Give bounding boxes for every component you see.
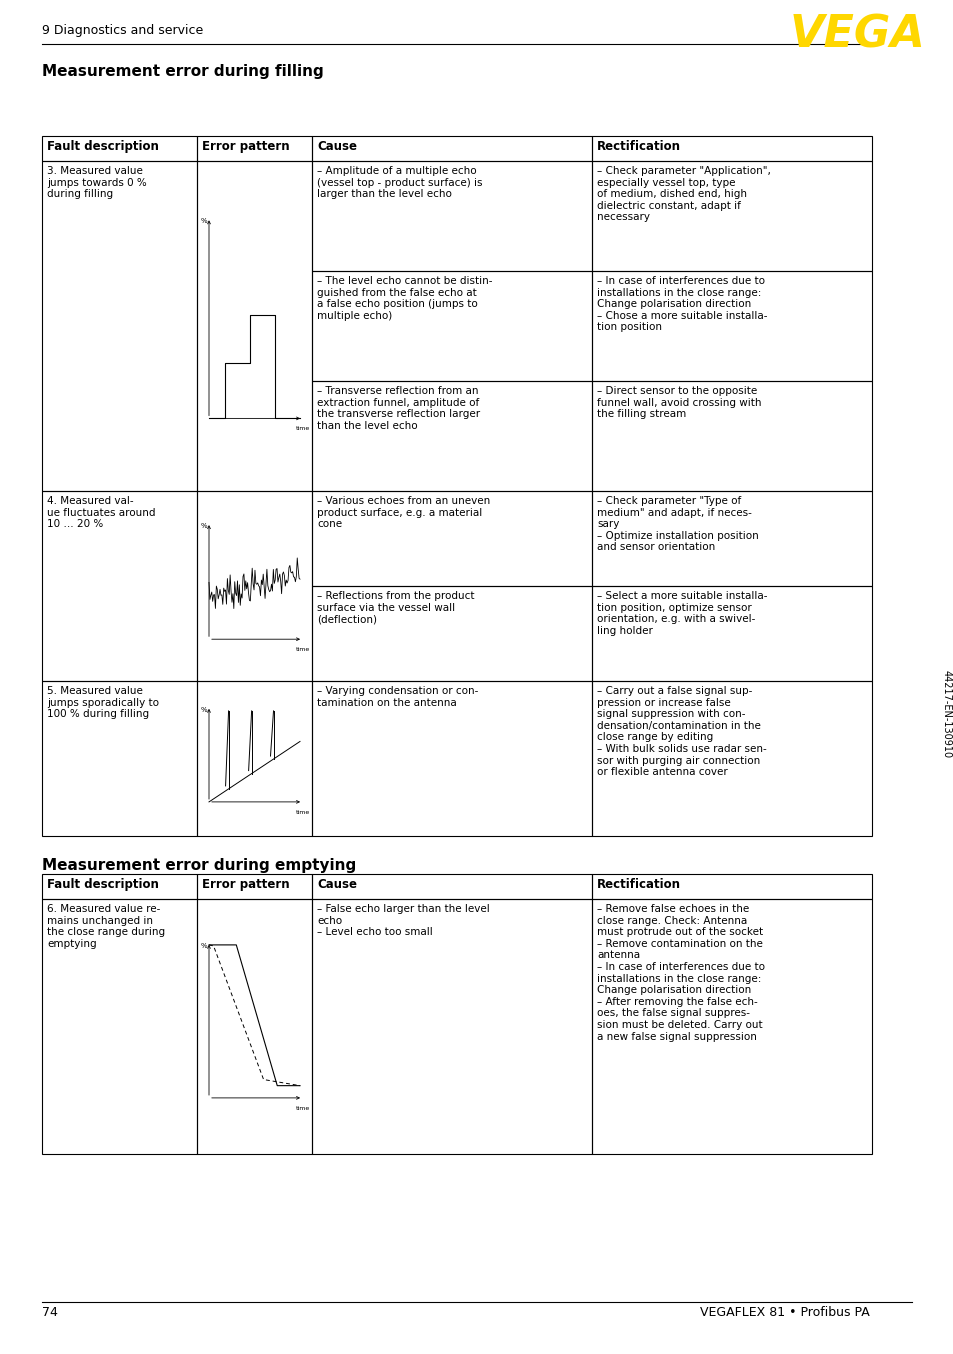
Text: – In case of interferences due to
installations in the close range:
Change polar: – In case of interferences due to instal… — [597, 276, 767, 332]
Bar — [42, 492, 196, 681]
Bar — [196, 161, 312, 492]
Bar — [42, 161, 196, 492]
Text: – Direct sensor to the opposite
funnel wall, avoid crossing with
the filling str: – Direct sensor to the opposite funnel w… — [597, 386, 760, 420]
Bar — [312, 271, 592, 380]
Bar — [42, 873, 196, 899]
Text: 9 Diagnostics and service: 9 Diagnostics and service — [42, 24, 203, 37]
Text: Error pattern: Error pattern — [202, 877, 290, 891]
Text: Cause: Cause — [316, 877, 356, 891]
Bar — [592, 271, 871, 380]
Bar — [592, 492, 871, 586]
Bar — [196, 492, 312, 681]
Text: Rectification: Rectification — [597, 139, 680, 153]
Text: 44217-EN-130910: 44217-EN-130910 — [941, 670, 951, 758]
Text: – Various echoes from an uneven
product surface, e.g. a material
cone: – Various echoes from an uneven product … — [316, 496, 490, 529]
Text: – The level echo cannot be distin-
guished from the false echo at
a false echo p: – The level echo cannot be distin- guish… — [316, 276, 492, 321]
Text: – Remove false echoes in the
close range. Check: Antenna
must protrude out of th: – Remove false echoes in the close range… — [597, 904, 764, 1041]
Text: %: % — [201, 218, 208, 225]
Text: time: time — [295, 1106, 310, 1110]
Text: – Check parameter "Application",
especially vessel top, type
of medium, dished e: – Check parameter "Application", especia… — [597, 167, 770, 222]
Bar — [592, 873, 871, 899]
Bar — [312, 586, 592, 681]
Text: 4. Measured val-
ue fluctuates around
10 … 20 %: 4. Measured val- ue fluctuates around 10… — [47, 496, 155, 529]
Text: %: % — [201, 942, 208, 949]
Bar — [592, 161, 871, 271]
Bar — [592, 681, 871, 835]
Text: – Carry out a false signal sup-
pression or increase false
signal suppression wi: – Carry out a false signal sup- pression… — [597, 686, 766, 777]
Bar — [592, 380, 871, 492]
Bar — [312, 161, 592, 271]
Bar — [196, 681, 312, 835]
Text: – Select a more suitable installa-
tion position, optimize sensor
orientation, e: – Select a more suitable installa- tion … — [597, 590, 767, 636]
Text: – Check parameter "Type of
medium" and adapt, if neces-
sary
– Optimize installa: – Check parameter "Type of medium" and a… — [597, 496, 758, 552]
Text: time: time — [295, 647, 310, 653]
Text: – Transverse reflection from an
extraction funnel, amplitude of
the transverse r: – Transverse reflection from an extracti… — [316, 386, 479, 431]
Text: 3. Measured value
jumps towards 0 %
during filling: 3. Measured value jumps towards 0 % duri… — [47, 167, 147, 199]
Text: time: time — [295, 810, 310, 815]
Text: 74: 74 — [42, 1307, 58, 1319]
Text: – Reflections from the product
surface via the vessel wall
(deflection): – Reflections from the product surface v… — [316, 590, 474, 624]
Text: VEGA: VEGA — [789, 14, 925, 57]
Text: %: % — [201, 523, 208, 529]
Text: Measurement error during filling: Measurement error during filling — [42, 64, 323, 79]
Text: %: % — [201, 707, 208, 714]
Text: – Varying condensation or con-
tamination on the antenna: – Varying condensation or con- taminatio… — [316, 686, 477, 708]
Bar — [312, 380, 592, 492]
Text: Rectification: Rectification — [597, 877, 680, 891]
Bar — [196, 135, 312, 161]
Text: Cause: Cause — [316, 139, 356, 153]
Bar — [42, 135, 196, 161]
Bar — [42, 681, 196, 835]
Bar — [592, 586, 871, 681]
Text: – False echo larger than the level
echo
– Level echo too small: – False echo larger than the level echo … — [316, 904, 489, 937]
Bar — [312, 873, 592, 899]
Bar — [196, 899, 312, 1154]
Bar — [42, 899, 196, 1154]
Text: Fault description: Fault description — [47, 877, 159, 891]
Text: 6. Measured value re-
mains unchanged in
the close range during
emptying: 6. Measured value re- mains unchanged in… — [47, 904, 165, 949]
Text: Measurement error during emptying: Measurement error during emptying — [42, 858, 355, 873]
Text: VEGAFLEX 81 • Profibus PA: VEGAFLEX 81 • Profibus PA — [700, 1307, 869, 1319]
Text: time: time — [295, 427, 310, 432]
Text: Fault description: Fault description — [47, 139, 159, 153]
Bar — [312, 899, 592, 1154]
Bar — [312, 135, 592, 161]
Bar — [312, 681, 592, 835]
Bar — [592, 135, 871, 161]
Bar — [592, 899, 871, 1154]
Bar — [196, 873, 312, 899]
Text: 5. Measured value
jumps sporadically to
100 % during filling: 5. Measured value jumps sporadically to … — [47, 686, 159, 719]
Bar — [312, 492, 592, 586]
Text: Error pattern: Error pattern — [202, 139, 290, 153]
Text: – Amplitude of a multiple echo
(vessel top - product surface) is
larger than the: – Amplitude of a multiple echo (vessel t… — [316, 167, 482, 199]
